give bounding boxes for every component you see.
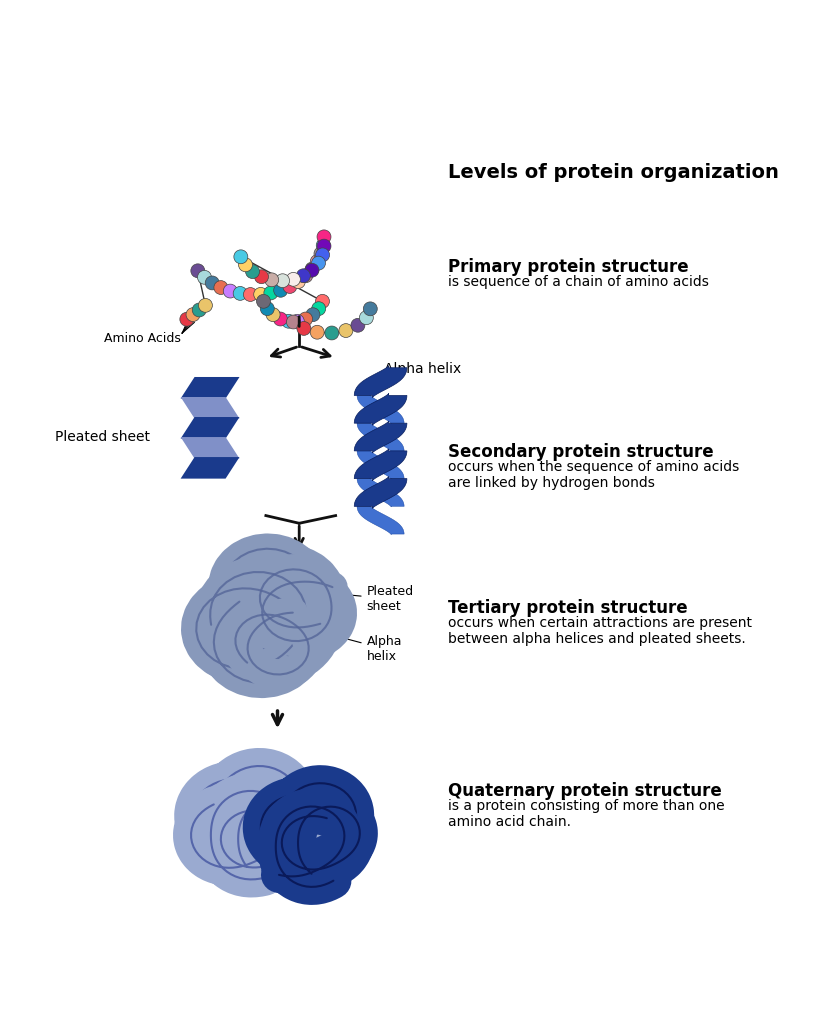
- Circle shape: [310, 326, 324, 339]
- Polygon shape: [181, 417, 239, 438]
- Polygon shape: [354, 421, 407, 453]
- Circle shape: [283, 280, 297, 294]
- Circle shape: [290, 314, 304, 328]
- Circle shape: [264, 286, 278, 300]
- Circle shape: [257, 294, 271, 308]
- Polygon shape: [357, 451, 404, 479]
- Circle shape: [265, 273, 279, 287]
- Polygon shape: [181, 377, 239, 398]
- Text: Alpha
helix: Alpha helix: [334, 635, 402, 663]
- Polygon shape: [354, 393, 407, 425]
- Circle shape: [261, 302, 274, 315]
- Circle shape: [314, 247, 328, 260]
- Polygon shape: [181, 397, 239, 419]
- Polygon shape: [354, 476, 407, 508]
- Circle shape: [312, 302, 326, 315]
- Circle shape: [339, 324, 353, 338]
- Circle shape: [317, 240, 331, 253]
- Circle shape: [224, 284, 238, 298]
- Circle shape: [192, 303, 206, 316]
- Circle shape: [273, 312, 287, 326]
- Circle shape: [286, 315, 300, 329]
- Circle shape: [299, 269, 313, 283]
- Circle shape: [186, 307, 200, 322]
- Text: occurs when the sequence of amino acids
are linked by hydrogen bonds: occurs when the sequence of amino acids …: [448, 460, 739, 490]
- Circle shape: [312, 256, 326, 270]
- Text: Pleated sheet: Pleated sheet: [54, 430, 149, 444]
- Circle shape: [286, 272, 300, 287]
- Circle shape: [360, 311, 374, 325]
- Circle shape: [205, 276, 219, 290]
- Circle shape: [246, 264, 260, 279]
- Circle shape: [233, 250, 247, 264]
- Circle shape: [306, 308, 320, 322]
- Circle shape: [254, 269, 268, 284]
- Circle shape: [316, 239, 330, 252]
- Circle shape: [197, 270, 211, 285]
- Circle shape: [363, 302, 377, 315]
- Polygon shape: [357, 395, 404, 424]
- Text: Amino Acids: Amino Acids: [104, 333, 181, 345]
- Circle shape: [276, 273, 290, 288]
- Circle shape: [305, 262, 319, 275]
- Text: is sequence of a chain of amino acids: is sequence of a chain of amino acids: [448, 275, 709, 290]
- Polygon shape: [354, 449, 407, 480]
- Text: Secondary protein structure: Secondary protein structure: [448, 443, 714, 461]
- Polygon shape: [357, 506, 404, 535]
- Polygon shape: [357, 478, 404, 507]
- Circle shape: [266, 308, 280, 322]
- Circle shape: [274, 284, 288, 297]
- Text: Primary protein structure: Primary protein structure: [448, 258, 689, 275]
- Circle shape: [199, 298, 212, 312]
- Circle shape: [233, 287, 247, 300]
- Circle shape: [214, 281, 228, 295]
- Circle shape: [291, 274, 305, 289]
- Text: Pleated
sheet: Pleated sheet: [327, 585, 414, 613]
- Circle shape: [325, 326, 339, 340]
- Circle shape: [296, 269, 310, 283]
- Text: occurs when certain attractions are present
between alpha helices and pleated sh: occurs when certain attractions are pres…: [448, 615, 752, 646]
- Text: Levels of protein organization: Levels of protein organization: [448, 163, 779, 182]
- Polygon shape: [357, 423, 404, 452]
- Circle shape: [281, 314, 295, 328]
- Text: Tertiary protein structure: Tertiary protein structure: [448, 599, 687, 616]
- Circle shape: [180, 312, 194, 327]
- Circle shape: [238, 258, 252, 271]
- Circle shape: [305, 263, 319, 278]
- Text: Quaternary protein structure: Quaternary protein structure: [448, 782, 722, 800]
- Circle shape: [315, 294, 329, 308]
- Circle shape: [297, 322, 311, 335]
- Circle shape: [254, 288, 267, 301]
- Polygon shape: [181, 437, 239, 459]
- Polygon shape: [181, 457, 239, 478]
- Circle shape: [243, 288, 257, 301]
- Circle shape: [316, 248, 329, 262]
- Circle shape: [299, 312, 313, 326]
- Polygon shape: [354, 366, 407, 397]
- Text: Alpha helix: Alpha helix: [384, 361, 462, 376]
- Circle shape: [191, 264, 205, 278]
- Circle shape: [310, 255, 324, 268]
- Text: is a protein consisting of more than one
amino acid chain.: is a protein consisting of more than one…: [448, 799, 724, 829]
- Circle shape: [317, 230, 331, 244]
- Circle shape: [351, 318, 365, 332]
